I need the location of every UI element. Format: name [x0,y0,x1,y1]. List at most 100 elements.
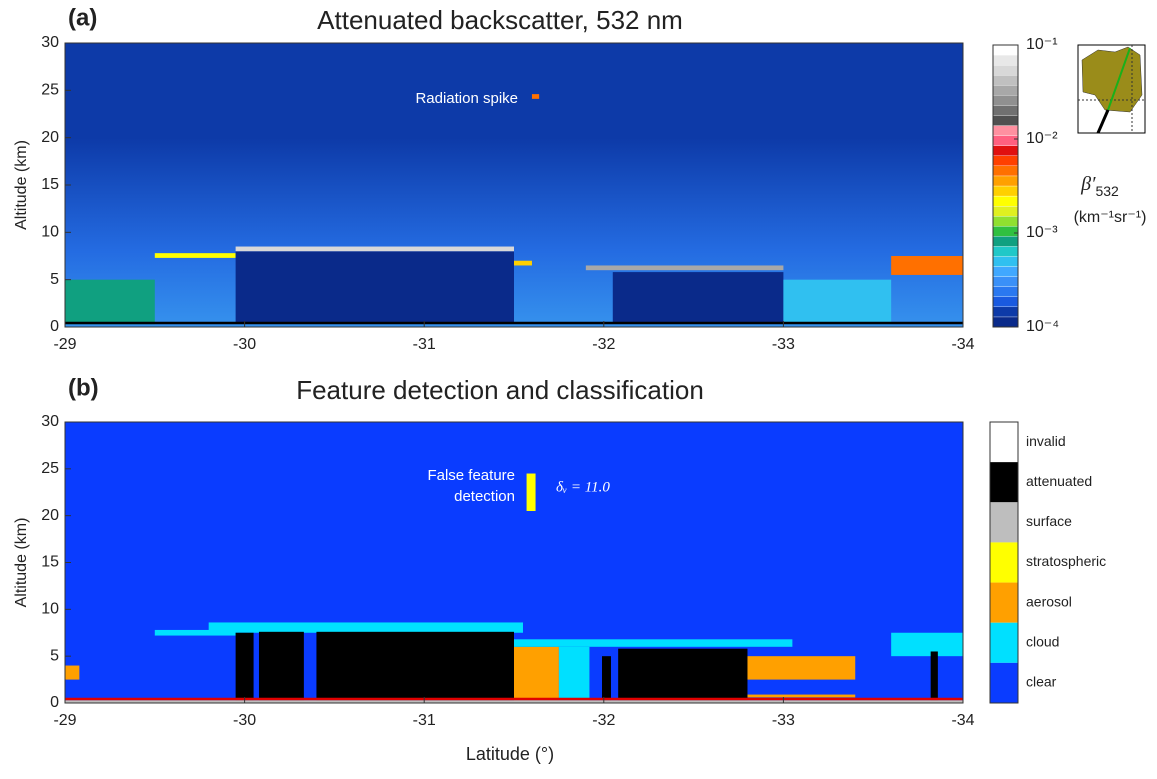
x-tick-label: -34 [951,712,974,729]
legend-swatch [990,582,1018,623]
legend-label: aerosol [1026,593,1072,609]
y-tick-label: 25 [41,460,59,477]
y-tick-label: 5 [50,647,59,664]
feature [891,256,963,275]
colorbar-units: (km⁻¹sr⁻¹) [1074,209,1147,226]
feature [585,265,784,271]
y-tick-label: 20 [41,507,59,524]
legend-frame [989,421,1019,704]
legend-swatch [990,622,1018,663]
inset-map [1077,44,1146,134]
feature [154,629,236,636]
y-tick-label: 20 [41,129,59,146]
x-tick-label: -30 [233,336,256,353]
colorbar-swatch [992,276,1019,287]
colorbar-swatch [992,44,1019,56]
symbol: β′ [1080,173,1096,195]
colorbar-swatch [992,64,1019,76]
feature [891,632,963,657]
feature [526,473,536,511]
legend-label: stratospheric [1026,553,1106,569]
feature [208,622,523,633]
y-tick-label: 5 [50,271,59,288]
y-tick-label: 25 [41,82,59,99]
colorbar-swatch [992,125,1019,136]
y-axis-label: Altitude (km) [13,140,30,230]
colorbar-swatch [992,205,1019,217]
chart-title: Attenuated backscatter, 532 nm [317,5,683,35]
legend-label: attenuated [1026,473,1092,489]
y-tick-label: 0 [50,318,59,335]
feature [258,631,304,701]
feature [514,260,532,266]
colorbar-swatch [992,105,1019,116]
feature [514,646,559,701]
colorbar-swatch [992,266,1019,277]
feature [747,694,856,698]
colorbar-tick-label: 10⁻³ [1026,224,1058,241]
colorbar-swatch [992,175,1019,187]
legend-swatch [990,462,1018,503]
y-tick-label: 30 [41,413,59,430]
legend-swatch [990,662,1018,703]
x-tick-label: -29 [53,336,76,353]
colorbar-swatch [992,306,1019,318]
y-tick-label: 10 [41,601,59,618]
colorbar-frame [992,44,1019,328]
colorbar-tick-label: 10⁻² [1026,130,1058,147]
x-tick-label: -32 [592,336,615,353]
colorbar-swatch [992,165,1019,177]
colorbar-swatch [992,296,1019,308]
x-tick-label: -33 [772,336,795,353]
colorbar-swatch [992,226,1019,237]
x-tick-label: -30 [233,712,256,729]
feature [65,665,80,680]
legend-swatch [990,422,1018,463]
y-tick-label: 0 [50,694,59,711]
feature [747,656,856,680]
panel-label: (b) [68,374,99,401]
colorbar-swatch [992,195,1019,207]
panel-label: (a) [68,4,97,31]
y-tick-label: 30 [41,34,59,51]
y-axis-label: Altitude (km) [13,518,30,608]
colorbar-symbol: β′532 [1080,173,1119,199]
feature [235,251,514,323]
colorbar-swatch [992,115,1019,126]
feature [65,700,963,703]
y-tick-label: 15 [41,554,59,571]
colorbar-swatch [992,316,1019,328]
x-tick-label: -34 [951,336,974,353]
colorbar-swatch [992,246,1019,257]
annotation: detection [454,488,515,505]
feature [316,631,514,701]
colorbar-tick-label: 10⁻⁴ [1026,318,1059,335]
colorbar-swatch [992,216,1019,227]
feature [612,272,784,323]
x-tick-label: -31 [413,336,436,353]
legend-swatch [990,502,1018,543]
feature [65,279,155,325]
annotation: Radiation spike [415,90,518,107]
legend-label: surface [1026,513,1072,529]
colorbar-swatch [992,256,1019,267]
colorbar-tick-label: 10⁻¹ [1026,36,1058,53]
feature [154,253,236,258]
colorbar-swatch [992,54,1019,66]
feature [531,94,540,99]
legend-label: clear [1026,674,1057,690]
colorbar-swatch [992,85,1019,96]
y-tick-label: 10 [41,224,59,241]
y-tick-label: 15 [41,176,59,193]
feature [235,246,514,252]
feature [235,632,254,701]
colorbar-swatch [992,75,1019,86]
x-tick-label: -29 [53,712,76,729]
chart-title: Feature detection and classification [296,375,704,405]
colorbar-swatch [992,155,1019,167]
feature [618,648,748,701]
feature [783,279,892,325]
colorbar-swatch [992,185,1019,197]
annotation: False feature [427,467,515,484]
